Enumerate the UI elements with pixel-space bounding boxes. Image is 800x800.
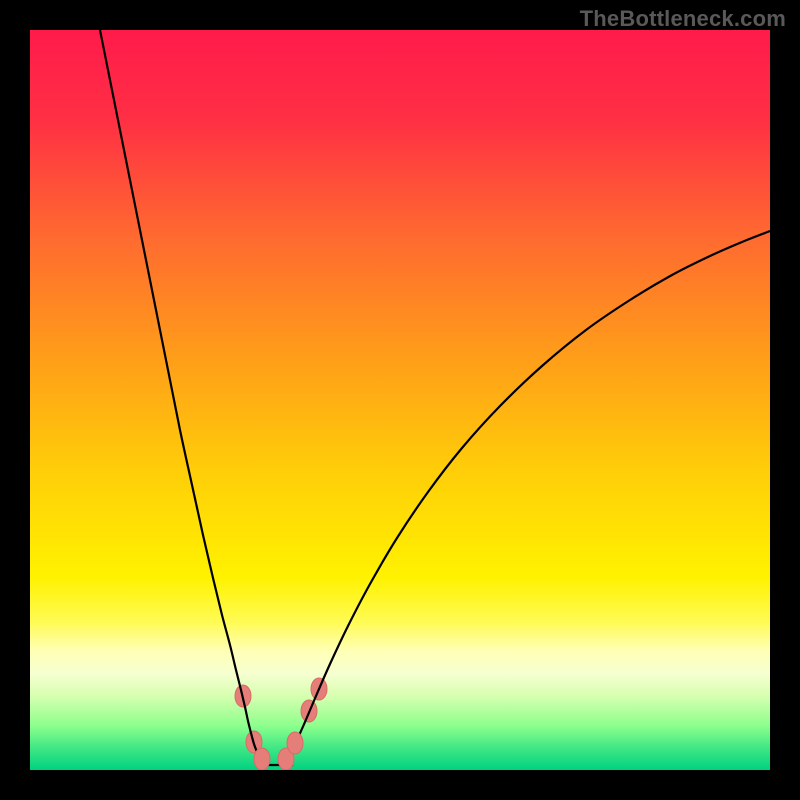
trough-marker xyxy=(254,748,270,770)
left-curve xyxy=(100,30,257,752)
trough-markers-under xyxy=(235,678,327,753)
chart-plot-area xyxy=(30,30,770,770)
curve-layer xyxy=(30,30,770,770)
watermark-text: TheBottleneck.com xyxy=(580,6,786,32)
right-curve xyxy=(292,231,770,752)
trough-marker xyxy=(287,732,303,754)
